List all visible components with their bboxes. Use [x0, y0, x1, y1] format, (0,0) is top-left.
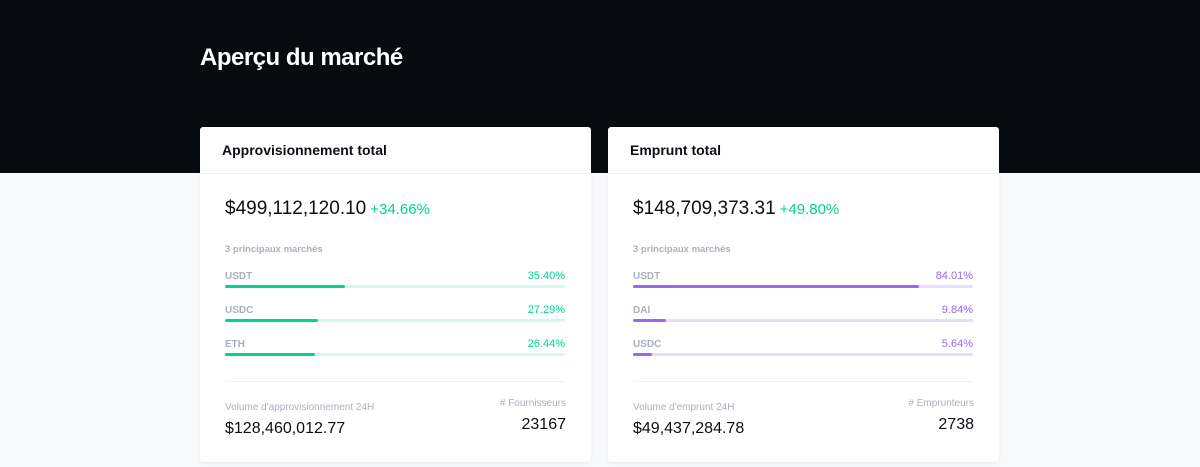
card-title: Approvisionnement total	[200, 127, 591, 174]
change-percent: +34.66%	[370, 201, 430, 218]
market-percent: 27.29%	[527, 304, 565, 316]
amount-value: $148,709,373.31	[633, 198, 776, 219]
market-name: USDT	[633, 271, 661, 282]
market-name: ETH	[225, 339, 245, 350]
market-progress-fill	[633, 285, 919, 288]
market-progress-bar	[633, 285, 973, 288]
divider	[225, 381, 565, 382]
change-percent: +49.80%	[779, 201, 840, 218]
top-markets-label: 3 principaux marchés	[633, 244, 731, 255]
market-name: USDC	[225, 305, 254, 316]
hero-banner	[0, 0, 1200, 173]
market-progress-bar	[225, 353, 565, 356]
market-progress-bar	[633, 319, 973, 322]
market-progress-bar	[225, 285, 565, 288]
market-percent: 9.84%	[941, 304, 973, 316]
market-progress-bar	[225, 319, 565, 322]
total-amount: $148,709,373.31 +49.80%	[633, 198, 839, 220]
count-label: # Fournisseurs	[499, 398, 566, 409]
market-progress-fill	[225, 319, 318, 322]
top-markets-label: 3 principaux marchés	[225, 244, 323, 255]
market-name: USDT	[225, 271, 253, 282]
total-amount: $499,112,120.10 +34.66%	[225, 198, 430, 220]
market-progress-bar	[633, 353, 973, 356]
count-value: 2738	[938, 416, 974, 433]
market-name: USDC	[633, 339, 662, 350]
market-percent: 35.40%	[527, 270, 565, 282]
supply-card: Approvisionnement total $499,112,120.10 +…	[200, 127, 591, 462]
borrow-card: Emprunt total $148,709,373.31 +49.80% 3 p…	[608, 127, 999, 462]
amount-value: $499,112,120.10	[225, 198, 367, 219]
market-progress-fill	[633, 353, 653, 356]
market-progress-fill	[225, 285, 346, 288]
volume-value: $128,460,012.77	[225, 420, 346, 437]
volume-label: Volume d'approvisionnement 24H	[225, 402, 375, 413]
card-title: Emprunt total	[608, 127, 999, 174]
market-name: DAI	[633, 305, 651, 316]
market-percent: 26.44%	[527, 338, 565, 350]
market-percent: 5.64%	[941, 338, 973, 350]
market-progress-fill	[225, 353, 315, 356]
count-value: 23167	[521, 416, 567, 433]
volume-value: $49,437,284.78	[633, 420, 745, 437]
market-percent: 84.01%	[935, 270, 973, 282]
divider	[633, 381, 973, 382]
count-label: # Emprunteurs	[908, 398, 974, 409]
volume-label: Volume d'emprunt 24H	[633, 402, 735, 413]
page-title: Aperçu du marché	[200, 44, 403, 71]
market-progress-fill	[633, 319, 667, 322]
